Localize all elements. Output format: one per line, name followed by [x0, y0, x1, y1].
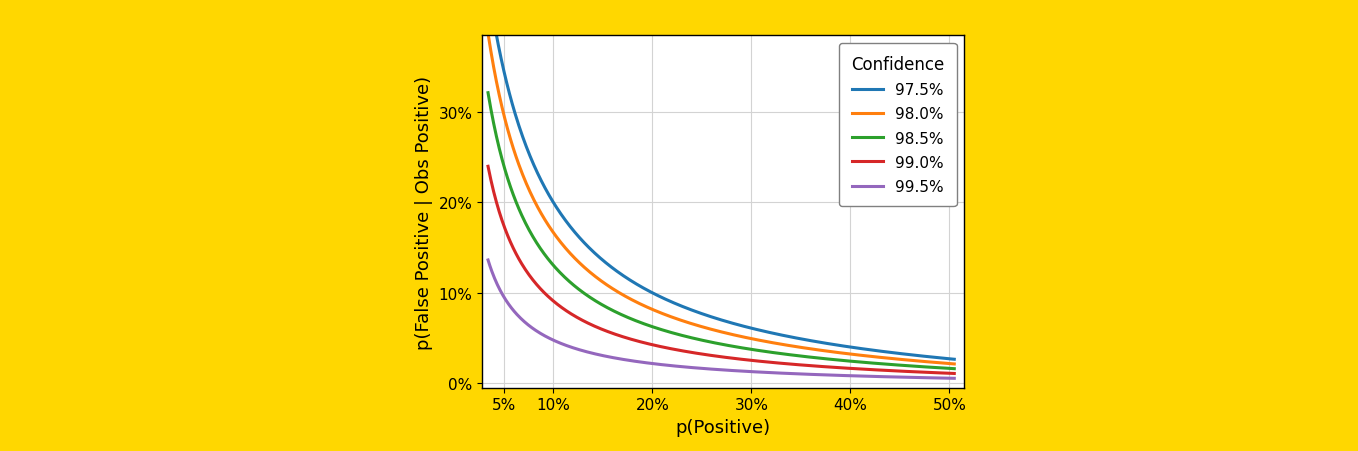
98.5%	[934, 365, 951, 371]
99.0%	[705, 353, 721, 359]
99.0%	[862, 367, 879, 373]
97.5%	[947, 357, 963, 362]
99.5%	[934, 376, 951, 381]
X-axis label: p(Positive): p(Positive)	[675, 418, 771, 436]
97.5%	[705, 315, 721, 320]
97.5%	[934, 356, 951, 361]
Line: 99.0%: 99.0%	[488, 167, 955, 373]
98.0%	[705, 327, 721, 332]
99.5%	[758, 370, 774, 375]
Line: 97.5%: 97.5%	[488, 0, 955, 359]
99.0%	[479, 164, 496, 170]
98.0%	[479, 32, 496, 37]
98.5%	[479, 91, 496, 96]
98.5%	[701, 339, 717, 345]
98.5%	[705, 340, 721, 345]
Legend: 97.5%, 98.0%, 98.5%, 99.0%, 99.5%: 97.5%, 98.0%, 98.5%, 99.0%, 99.5%	[839, 44, 956, 207]
98.0%	[732, 334, 748, 339]
99.5%	[701, 366, 717, 372]
99.5%	[479, 258, 496, 263]
98.5%	[862, 360, 879, 366]
99.0%	[934, 370, 951, 376]
98.0%	[947, 361, 963, 367]
98.5%	[732, 345, 748, 350]
98.0%	[862, 354, 879, 359]
98.5%	[758, 349, 774, 354]
97.5%	[732, 323, 748, 328]
Line: 98.5%: 98.5%	[488, 93, 955, 369]
98.0%	[701, 327, 717, 332]
99.5%	[862, 374, 879, 379]
97.5%	[701, 314, 717, 319]
Line: 99.5%: 99.5%	[488, 260, 955, 378]
98.5%	[947, 366, 963, 372]
99.5%	[732, 368, 748, 374]
99.0%	[947, 371, 963, 376]
99.0%	[758, 359, 774, 365]
98.0%	[934, 360, 951, 366]
97.5%	[862, 347, 879, 353]
98.0%	[758, 339, 774, 345]
Line: 98.0%: 98.0%	[488, 34, 955, 364]
Y-axis label: p(False Positive | Obs Positive): p(False Positive | Obs Positive)	[414, 75, 433, 349]
99.5%	[705, 367, 721, 372]
99.0%	[732, 357, 748, 362]
99.0%	[701, 353, 717, 358]
97.5%	[758, 329, 774, 335]
99.5%	[947, 376, 963, 381]
